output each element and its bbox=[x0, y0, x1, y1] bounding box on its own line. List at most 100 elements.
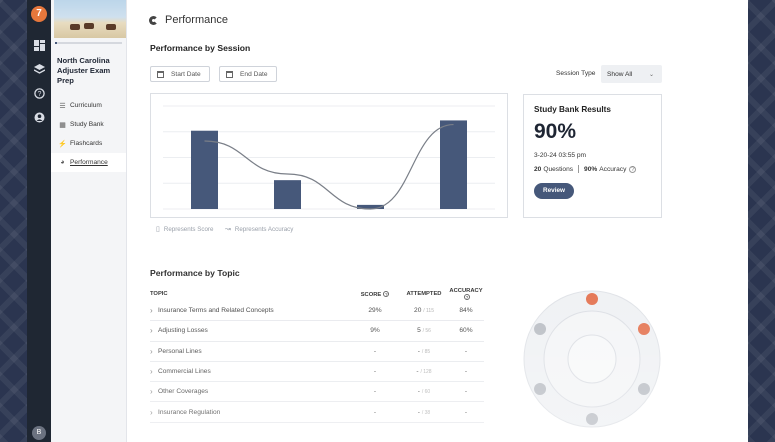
help-icon[interactable]: ? bbox=[32, 86, 46, 100]
attempted-cell: - / 38 bbox=[400, 409, 448, 416]
attempted-total: / 56 bbox=[422, 328, 431, 335]
course-sidebar: North Carolina Adjuster Exam Prep ☰ Curr… bbox=[51, 0, 127, 442]
chevron-right-icon[interactable]: › bbox=[150, 367, 153, 377]
accuracy-cell: - bbox=[464, 388, 468, 396]
attempted-total: / 60 bbox=[421, 389, 431, 396]
topic-node[interactable] bbox=[637, 323, 650, 335]
score-bar[interactable] bbox=[274, 180, 301, 209]
nav-item-curriculum[interactable]: ☰ Curriculum bbox=[51, 96, 126, 115]
course-thumbnail bbox=[54, 0, 126, 38]
header-score: SCORE? bbox=[350, 290, 400, 298]
score-cell: 29% bbox=[368, 307, 382, 315]
page-header: Performance bbox=[149, 14, 228, 26]
accuracy-label: Accuracy bbox=[599, 165, 627, 173]
topic-node[interactable] bbox=[586, 293, 598, 305]
account-icon[interactable] bbox=[32, 110, 46, 124]
score-bar[interactable] bbox=[191, 130, 218, 209]
session-chart bbox=[150, 93, 508, 218]
table-row[interactable]: › Adjusting Losses 9% 5 / 56 60% bbox=[150, 321, 484, 342]
topic-cell[interactable]: › Personal Lines bbox=[150, 347, 350, 356]
table-row[interactable]: › Insurance Terms and Related Concepts 29%… bbox=[150, 301, 484, 322]
table-row[interactable]: › Insurance Regulation - - / 38- bbox=[150, 402, 484, 423]
course-progress-bar bbox=[55, 42, 122, 44]
score-cell: - bbox=[373, 368, 377, 376]
topic-node[interactable] bbox=[586, 413, 598, 425]
bar-chart-icon: ▯ bbox=[156, 226, 160, 233]
table-row[interactable]: › Personal Lines - - / 85- bbox=[150, 342, 484, 362]
attempted-cell: - / 128 bbox=[400, 368, 448, 375]
accuracy-cell: - bbox=[464, 368, 468, 376]
legend-score: ▯ Represents Score bbox=[156, 225, 214, 234]
app-rail: 7 ? B bbox=[27, 0, 51, 442]
nav-item-label: Performance bbox=[70, 159, 108, 166]
header-score-label: SCORE bbox=[360, 291, 382, 298]
legend-accuracy: ↝ Represents Accuracy bbox=[225, 225, 293, 234]
layers-icon[interactable] bbox=[32, 62, 46, 76]
dashboard-icon[interactable] bbox=[32, 38, 46, 52]
header-topic: TOPIC bbox=[150, 291, 168, 297]
chevron-right-icon[interactable]: › bbox=[150, 387, 153, 397]
nav-item-label: Curriculum bbox=[70, 102, 102, 109]
chevron-right-icon[interactable]: › bbox=[150, 346, 153, 356]
topic-cell[interactable]: › Insurance Terms and Related Concepts bbox=[150, 306, 350, 315]
review-button[interactable]: Review bbox=[534, 183, 574, 199]
topic-cell[interactable]: › Commercial Lines bbox=[150, 367, 350, 376]
line-chart-icon: ↝ bbox=[225, 226, 231, 233]
topic-radial-chart bbox=[521, 288, 663, 430]
session-section-title: Performance by Session bbox=[150, 43, 251, 53]
score-cell: - bbox=[373, 408, 377, 416]
topic-name: Other Coverages bbox=[158, 388, 209, 396]
header-accuracy-label: ACCURACY bbox=[449, 287, 483, 294]
info-icon[interactable]: ? bbox=[629, 165, 637, 173]
topic-cell[interactable]: › Other Coverages bbox=[150, 387, 350, 396]
accuracy-value: 90% bbox=[584, 165, 598, 173]
attempted-cell: - / 60 bbox=[400, 388, 448, 395]
topic-node[interactable] bbox=[637, 383, 650, 395]
start-date-picker[interactable]: Start Date bbox=[150, 66, 210, 82]
radial-svg bbox=[523, 290, 661, 428]
nav-item-flashcards[interactable]: ⚡ Flashcards bbox=[51, 134, 126, 153]
topic-name: Insurance Regulation bbox=[158, 408, 221, 416]
nav-item-performance[interactable]: ◕ Performance bbox=[51, 153, 126, 172]
chevron-right-icon[interactable]: › bbox=[150, 326, 153, 336]
page-title: Performance bbox=[165, 14, 228, 26]
accuracy-line bbox=[204, 123, 454, 210]
attempted-total: / 38 bbox=[421, 409, 431, 416]
session-type-select[interactable]: Show All ⌄ bbox=[601, 65, 662, 83]
info-icon[interactable]: ? bbox=[383, 290, 390, 297]
user-avatar[interactable]: B bbox=[32, 426, 46, 440]
header-accuracy: ACCURACY? bbox=[448, 288, 484, 301]
score-cell: - bbox=[373, 388, 377, 396]
session-type-label: Session Type bbox=[556, 70, 596, 77]
table-row[interactable]: › Other Coverages - - / 60 - bbox=[150, 382, 484, 403]
topic-section-title: Performance by Topic bbox=[150, 268, 240, 278]
chevron-right-icon[interactable]: › bbox=[150, 306, 153, 316]
score-bar[interactable] bbox=[440, 120, 467, 209]
attempted-cell: 5 / 56 bbox=[400, 327, 448, 334]
chevron-right-icon[interactable]: › bbox=[150, 407, 153, 417]
topic-cell[interactable]: › Adjusting Losses bbox=[150, 326, 350, 335]
nav-item-study-bank[interactable]: ▦ Study Bank bbox=[51, 115, 126, 134]
topic-name: Insurance Terms and Related Concepts bbox=[158, 307, 274, 315]
accuracy-cell: - bbox=[464, 408, 468, 416]
attempted-total: / 128 bbox=[420, 369, 432, 376]
topic-name: Personal Lines bbox=[158, 347, 202, 355]
course-nav: ☰ Curriculum ▦ Study Bank ⚡ Flashcards ◕… bbox=[51, 96, 126, 172]
study-bank-icon: ▦ bbox=[59, 121, 66, 129]
topic-node[interactable] bbox=[534, 383, 547, 395]
topic-cell[interactable]: › Insurance Regulation bbox=[150, 408, 350, 417]
end-date-picker[interactable]: End Date bbox=[219, 66, 277, 82]
attempted-total: / 85 bbox=[421, 348, 431, 355]
score-bar[interactable] bbox=[357, 204, 384, 209]
topic-node[interactable] bbox=[534, 323, 547, 335]
app-logo[interactable]: 7 bbox=[31, 6, 47, 22]
study-bank-results-card: Study Bank Results 90% 3-20-24 03:55 pm … bbox=[523, 94, 662, 218]
info-icon[interactable]: ? bbox=[464, 293, 470, 300]
main-content: Performance Performance by Session Start… bbox=[127, 0, 748, 442]
legend-score-label: Represents Score bbox=[163, 225, 214, 233]
attempted-value: 5 bbox=[417, 327, 421, 335]
accuracy-cell: 60% bbox=[459, 327, 473, 335]
attempted-value: - bbox=[416, 368, 419, 376]
attempted-value: - bbox=[417, 408, 420, 416]
table-row[interactable]: › Commercial Lines - - / 128- bbox=[150, 362, 484, 383]
